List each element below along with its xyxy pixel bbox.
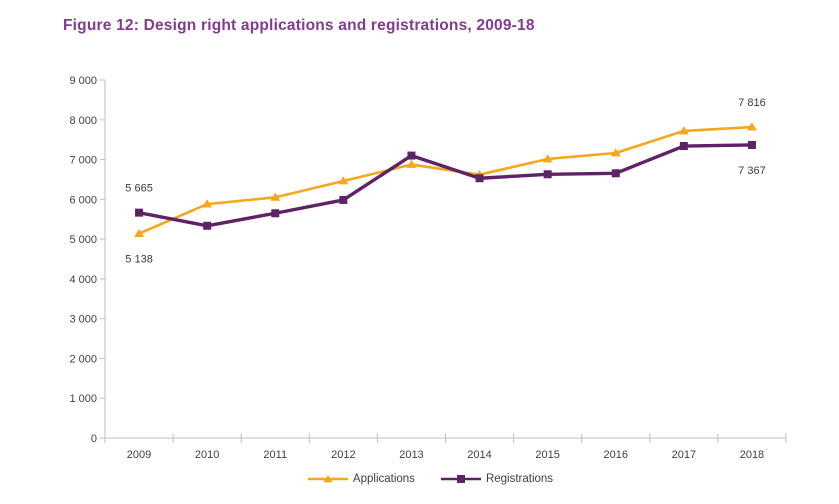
x-axis-tick-label: 2013: [399, 449, 423, 461]
y-axis-tick-label: 5 000: [69, 234, 97, 246]
applications-marker-2011: [270, 192, 281, 201]
x-axis-tick-label: 2018: [740, 449, 764, 461]
applications-marker-2016: [610, 148, 621, 157]
applications-legend-marker-icon: [323, 474, 333, 483]
y-axis-tick-label: 7 000: [69, 155, 97, 167]
registrations-marker-2016: [611, 169, 620, 178]
registrations-marker-2014: [475, 174, 484, 183]
registrations-legend-swatch: [440, 475, 481, 483]
data-label: 5 665: [125, 183, 153, 195]
registrations-legend-marker-icon: [456, 475, 465, 483]
chart-legend: Applications Registrations: [11, 473, 839, 485]
applications-legend-label: Applications: [352, 473, 415, 485]
applications-marker-2017: [678, 126, 689, 135]
applications-marker-2010: [202, 199, 213, 208]
applications-line: [138, 125, 753, 235]
y-axis-tick-label: 1 000: [69, 393, 97, 405]
registrations-marker-2010: [203, 221, 212, 230]
registrations-marker-2009: [135, 208, 144, 217]
y-axis-tick-label: 0: [91, 433, 97, 445]
x-axis-tick-label: 2009: [127, 449, 151, 461]
y-axis-tick-label: 4 000: [69, 274, 97, 286]
figure-title: Figure 12: Design right applications and…: [63, 17, 535, 34]
legend-item-registrations: Registrations: [440, 473, 554, 485]
applications-marker-2009: [134, 228, 145, 238]
x-axis-tick-label: 2016: [604, 449, 628, 461]
applications-marker-2018: [746, 122, 757, 131]
registrations-marker-2018: [747, 140, 756, 149]
data-label: 5 138: [125, 254, 153, 266]
x-axis-tick-label: 2011: [263, 449, 287, 461]
registrations-legend-label: Registrations: [485, 473, 554, 485]
y-axis-tick-label: 8 000: [69, 115, 97, 127]
registrations-marker-2013: [407, 151, 416, 160]
applications-marker-2015: [542, 154, 553, 163]
x-axis-tick-label: 2014: [467, 449, 491, 461]
applications-marker-2013: [406, 159, 417, 168]
data-label: 7 816: [738, 97, 766, 109]
registrations-marker-2012: [339, 195, 348, 204]
registrations-marker-2011: [271, 209, 280, 218]
registrations-marker-2015: [543, 170, 552, 179]
registrations-marker-2017: [679, 142, 688, 151]
x-axis-tick-label: 2012: [331, 449, 355, 461]
y-axis-tick-label: 6 000: [69, 194, 97, 206]
y-axis-tick-label: 9 000: [69, 75, 97, 87]
x-axis-tick-label: 2010: [195, 449, 219, 461]
data-label: 7 367: [738, 165, 766, 177]
x-axis-tick-label: 2015: [535, 449, 559, 461]
y-axis-tick-label: 3 000: [69, 314, 97, 326]
registrations-line: [138, 143, 752, 228]
applications-legend-swatch: [307, 474, 348, 483]
legend-item-applications: Applications: [307, 473, 415, 485]
y-axis-tick-label: 2 000: [69, 353, 97, 365]
x-axis-tick-label: 2017: [672, 449, 696, 461]
applications-marker-2012: [338, 176, 349, 185]
